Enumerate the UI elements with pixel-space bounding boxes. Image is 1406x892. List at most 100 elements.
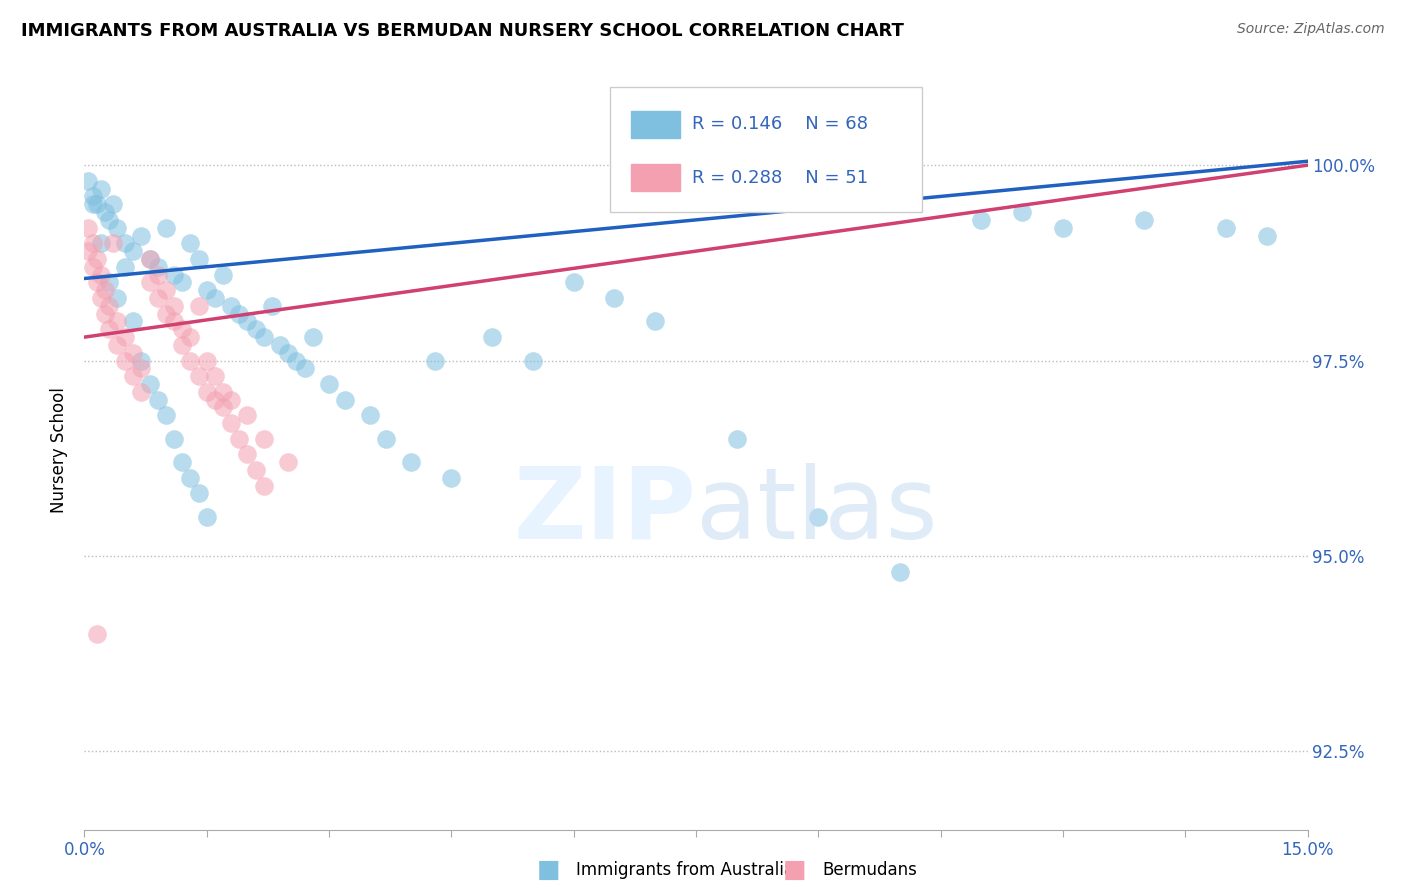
Point bbox=[163, 432, 186, 446]
Point bbox=[204, 369, 226, 384]
Point bbox=[122, 244, 145, 259]
Point bbox=[163, 268, 186, 282]
Point bbox=[172, 338, 194, 352]
Text: Source: ZipAtlas.com: Source: ZipAtlas.com bbox=[1237, 22, 1385, 37]
Point bbox=[155, 283, 177, 297]
Point bbox=[440, 471, 463, 485]
Point bbox=[236, 409, 259, 423]
Point bbox=[93, 307, 115, 321]
Point bbox=[212, 268, 235, 282]
Point bbox=[359, 409, 381, 423]
Point bbox=[146, 392, 169, 407]
Point bbox=[90, 291, 112, 305]
Point bbox=[219, 299, 242, 313]
Point bbox=[122, 314, 145, 328]
Point bbox=[77, 174, 100, 188]
Point bbox=[219, 416, 242, 430]
Point bbox=[97, 299, 120, 313]
Point bbox=[179, 236, 201, 251]
Point bbox=[163, 299, 186, 313]
Point bbox=[725, 432, 748, 446]
Point bbox=[228, 432, 250, 446]
Point bbox=[90, 236, 112, 251]
Point bbox=[101, 197, 124, 211]
Text: IMMIGRANTS FROM AUSTRALIA VS BERMUDAN NURSERY SCHOOL CORRELATION CHART: IMMIGRANTS FROM AUSTRALIA VS BERMUDAN NU… bbox=[21, 22, 904, 40]
Point bbox=[253, 432, 276, 446]
Point bbox=[93, 283, 115, 297]
Point bbox=[146, 291, 169, 305]
Point bbox=[212, 401, 235, 415]
Point bbox=[644, 314, 666, 328]
Point bbox=[86, 252, 108, 266]
Point bbox=[1215, 220, 1237, 235]
Point bbox=[423, 353, 446, 368]
Point bbox=[375, 432, 398, 446]
Bar bbox=[631, 111, 681, 138]
Point bbox=[522, 353, 544, 368]
Point bbox=[294, 361, 316, 376]
Text: atlas: atlas bbox=[696, 463, 938, 559]
Text: ■: ■ bbox=[783, 858, 806, 881]
Point bbox=[172, 455, 194, 469]
Y-axis label: Nursery School: Nursery School bbox=[51, 387, 69, 514]
Point bbox=[93, 205, 115, 219]
Point bbox=[807, 509, 830, 524]
Point bbox=[318, 377, 340, 392]
Point bbox=[1052, 220, 1074, 235]
Text: Immigrants from Australia: Immigrants from Australia bbox=[576, 861, 794, 879]
Point bbox=[97, 322, 120, 336]
Point bbox=[253, 330, 276, 344]
Point bbox=[562, 276, 585, 290]
Point bbox=[86, 276, 108, 290]
Point bbox=[122, 369, 145, 384]
Text: R = 0.288    N = 51: R = 0.288 N = 51 bbox=[692, 169, 869, 186]
Point bbox=[301, 330, 323, 344]
Point bbox=[1256, 228, 1278, 243]
Point bbox=[146, 268, 169, 282]
Point bbox=[236, 447, 259, 461]
Point bbox=[101, 236, 124, 251]
Point bbox=[1133, 212, 1156, 227]
Point bbox=[277, 455, 299, 469]
Point bbox=[179, 353, 201, 368]
Point bbox=[114, 236, 136, 251]
Point bbox=[77, 244, 100, 259]
Point bbox=[195, 283, 218, 297]
Point bbox=[219, 392, 242, 407]
Point bbox=[204, 291, 226, 305]
Point bbox=[335, 392, 357, 407]
Point bbox=[889, 565, 911, 579]
Point bbox=[105, 314, 128, 328]
Point bbox=[179, 471, 201, 485]
Point bbox=[269, 338, 291, 352]
Point bbox=[195, 353, 218, 368]
Point bbox=[131, 361, 153, 376]
Point bbox=[105, 220, 128, 235]
Point bbox=[77, 220, 100, 235]
Point bbox=[86, 627, 108, 641]
Point bbox=[236, 314, 259, 328]
Point bbox=[138, 276, 160, 290]
Point bbox=[260, 299, 283, 313]
Point bbox=[131, 228, 153, 243]
Point bbox=[146, 260, 169, 274]
Text: ■: ■ bbox=[537, 858, 560, 881]
Point bbox=[277, 345, 299, 359]
Point bbox=[245, 322, 267, 336]
Point bbox=[1011, 205, 1033, 219]
Point bbox=[204, 392, 226, 407]
Point bbox=[97, 276, 120, 290]
Point bbox=[82, 236, 104, 251]
Point bbox=[131, 353, 153, 368]
Point bbox=[970, 212, 993, 227]
Point bbox=[114, 330, 136, 344]
Point bbox=[228, 307, 250, 321]
Point bbox=[86, 197, 108, 211]
Point bbox=[155, 220, 177, 235]
Point bbox=[82, 260, 104, 274]
Point bbox=[114, 260, 136, 274]
Point bbox=[187, 486, 209, 500]
Text: R = 0.146    N = 68: R = 0.146 N = 68 bbox=[692, 115, 869, 134]
Point bbox=[172, 276, 194, 290]
Point bbox=[253, 478, 276, 492]
